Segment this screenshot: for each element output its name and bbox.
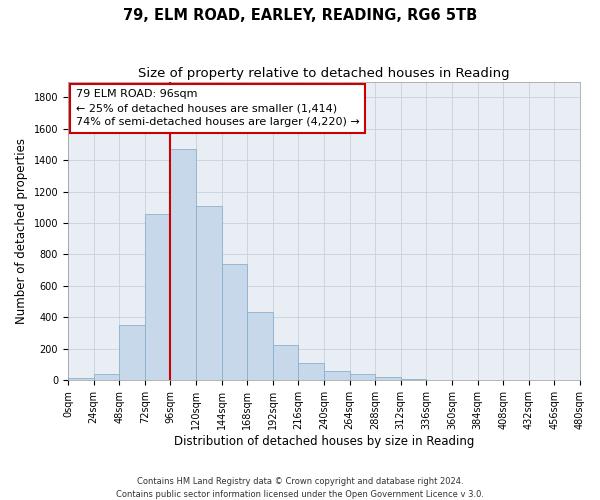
Text: 79 ELM ROAD: 96sqm
← 25% of detached houses are smaller (1,414)
74% of semi-deta: 79 ELM ROAD: 96sqm ← 25% of detached hou…: [76, 89, 359, 127]
Text: 79, ELM ROAD, EARLEY, READING, RG6 5TB: 79, ELM ROAD, EARLEY, READING, RG6 5TB: [123, 8, 477, 22]
Bar: [324, 372, 350, 380]
Bar: [375, 377, 401, 380]
Bar: [401, 379, 427, 380]
Bar: [247, 312, 273, 380]
Bar: [221, 264, 247, 380]
Bar: [196, 206, 221, 380]
Bar: [350, 374, 375, 380]
Bar: [94, 374, 119, 380]
Bar: [170, 149, 196, 380]
Bar: [68, 378, 94, 380]
Bar: [273, 344, 298, 380]
Bar: [298, 362, 324, 380]
Y-axis label: Number of detached properties: Number of detached properties: [15, 138, 28, 324]
X-axis label: Distribution of detached houses by size in Reading: Distribution of detached houses by size …: [174, 434, 474, 448]
Bar: [145, 214, 170, 380]
Text: Contains HM Land Registry data © Crown copyright and database right 2024.
Contai: Contains HM Land Registry data © Crown c…: [116, 478, 484, 499]
Bar: [119, 325, 145, 380]
Title: Size of property relative to detached houses in Reading: Size of property relative to detached ho…: [138, 68, 510, 80]
